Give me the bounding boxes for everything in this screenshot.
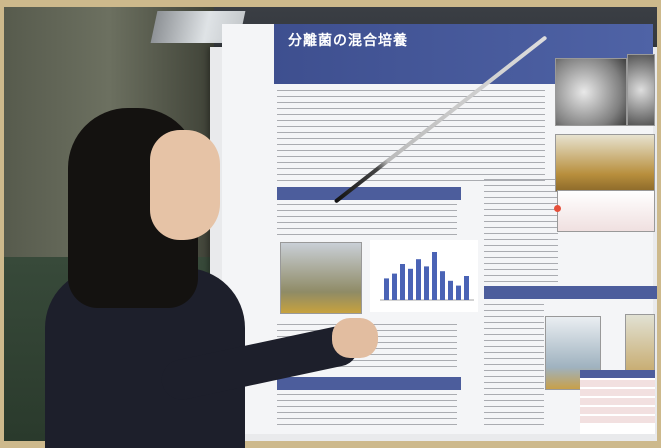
bar-chart-svg xyxy=(380,252,474,301)
poster-title: 分離菌の混合培養 xyxy=(288,33,408,49)
student-face xyxy=(150,130,220,240)
poster-results-text xyxy=(484,179,558,289)
chart-bar xyxy=(424,266,429,300)
table-row xyxy=(580,389,655,396)
microscope-photo xyxy=(555,58,627,126)
chart-bar xyxy=(440,271,445,300)
table-row xyxy=(580,416,655,423)
student-presenter xyxy=(20,108,378,448)
table-header xyxy=(580,370,655,378)
alcohol-diagram xyxy=(557,190,655,232)
pointer-tip xyxy=(554,205,561,212)
chart-bar xyxy=(448,280,453,300)
table-row xyxy=(580,398,655,405)
poster-section-text xyxy=(484,304,544,430)
table-row xyxy=(580,380,655,387)
chart-bar xyxy=(400,264,405,300)
chart-bar xyxy=(384,278,389,300)
poster-section-heading xyxy=(484,286,657,299)
table-row xyxy=(580,407,655,414)
chart-bar xyxy=(456,285,461,300)
poster-section-heading xyxy=(277,187,461,200)
chart-bar xyxy=(392,273,397,300)
culture-tubes-photo xyxy=(280,242,362,314)
microscope-photo xyxy=(627,54,655,126)
poster-section-heading xyxy=(277,377,461,390)
poster-section-text xyxy=(277,204,457,238)
chart-bar xyxy=(464,276,469,300)
chart-bar xyxy=(432,252,437,300)
poster-intro-text xyxy=(277,90,545,182)
poster-section-text xyxy=(277,394,457,430)
chart-bar xyxy=(408,268,413,300)
student-hand xyxy=(332,318,378,358)
results-table xyxy=(580,370,655,434)
bar-chart xyxy=(370,240,478,312)
culture-flasks-photo xyxy=(555,134,655,192)
chart-bar xyxy=(416,259,421,300)
